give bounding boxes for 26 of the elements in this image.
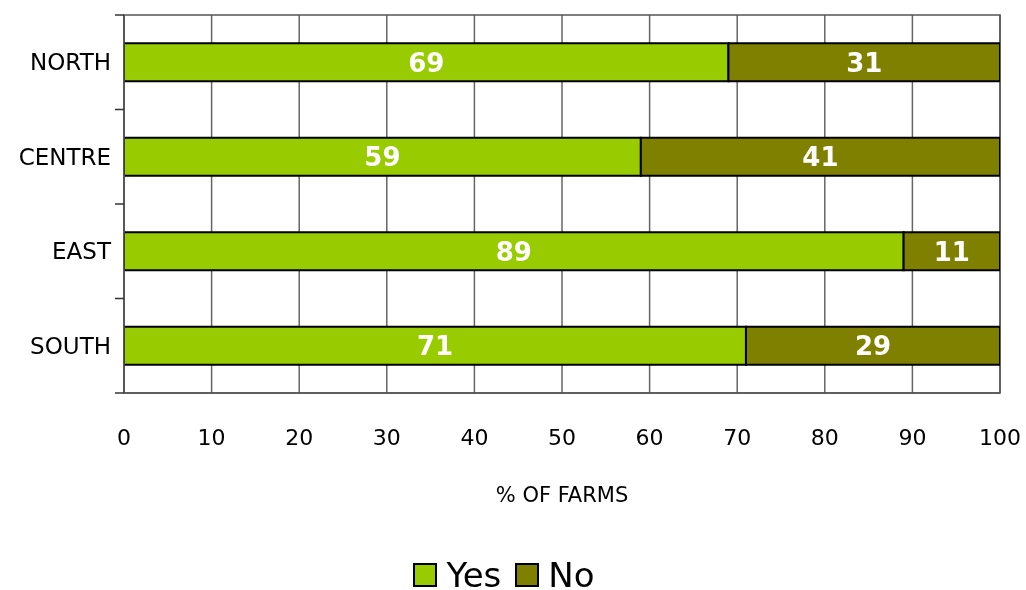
legend-label: No — [548, 555, 595, 590]
x-tick-label: 40 — [460, 424, 489, 450]
y-tick-label: NORTH — [30, 49, 111, 76]
data-label: 59 — [364, 142, 401, 173]
y-tick-label: CENTRE — [18, 143, 111, 170]
x-axis-title: % OF FARMS — [495, 483, 629, 507]
data-label: 71 — [416, 331, 454, 362]
y-tick-label: EAST — [52, 238, 112, 265]
data-label: 69 — [408, 47, 445, 78]
data-label: 11 — [933, 236, 970, 267]
data-label: 31 — [846, 47, 883, 78]
x-tick-label: 80 — [810, 424, 839, 450]
x-tick-label: 30 — [372, 424, 401, 450]
y-tick-label: SOUTH — [30, 332, 111, 359]
x-tick-label: 50 — [548, 424, 576, 450]
legend-label: Yes — [446, 555, 502, 590]
x-tick-label: 60 — [635, 424, 664, 450]
x-tick-label: 20 — [285, 424, 314, 450]
data-label: 29 — [854, 331, 892, 362]
data-label: 41 — [802, 142, 839, 173]
x-tick-label: 100 — [979, 424, 1021, 450]
x-tick-label: 0 — [117, 424, 131, 450]
data-label: 89 — [495, 236, 532, 267]
x-tick-label: 10 — [197, 424, 226, 450]
x-tick-label: 70 — [723, 424, 752, 450]
x-tick-label: 90 — [898, 424, 927, 450]
